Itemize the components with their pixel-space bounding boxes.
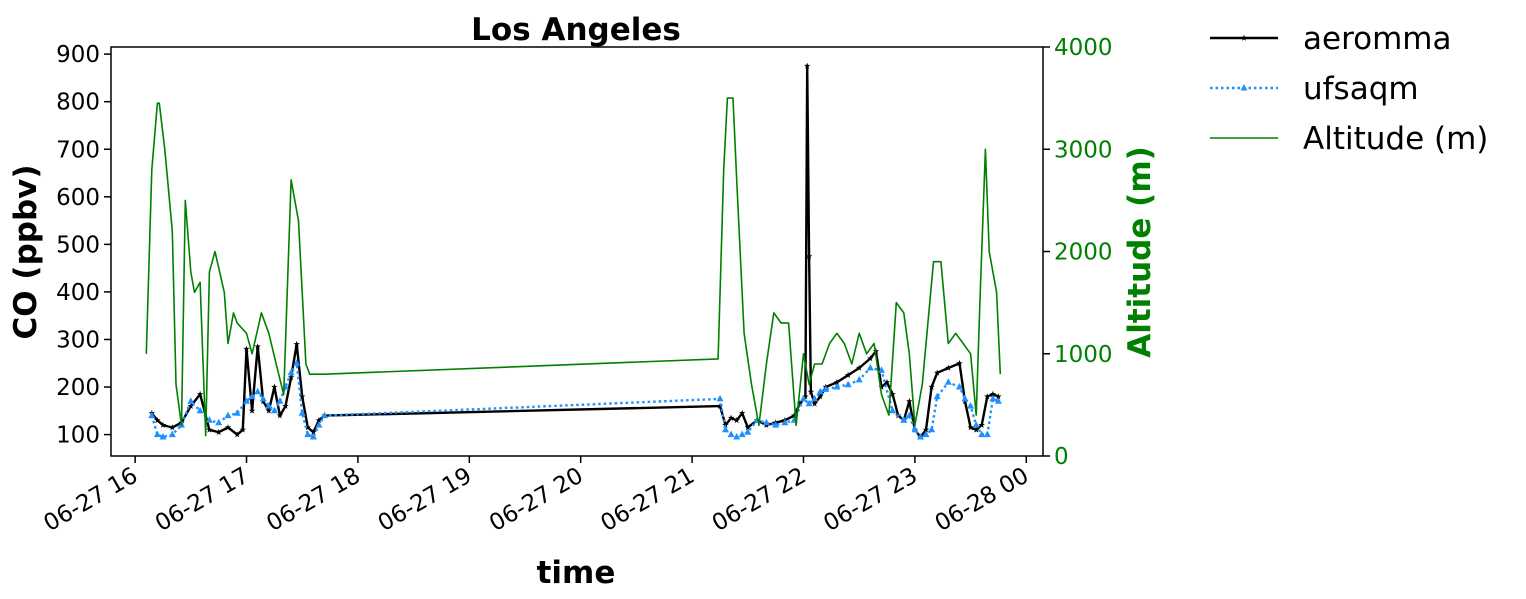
y-tick-label: 200 xyxy=(56,375,100,401)
data-point-1 xyxy=(233,409,241,416)
data-point-1 xyxy=(733,433,741,440)
x-tick-label: 06-27 20 xyxy=(485,463,588,537)
series-line-2 xyxy=(145,97,1002,437)
x-tick-label: 06-27 23 xyxy=(819,463,922,537)
y-tick-label: 300 xyxy=(56,327,100,353)
legend: aeromma ufsaqm Altitude (m) xyxy=(1210,21,1488,157)
y2-tick-label: 4000 xyxy=(1054,35,1113,61)
data-point-1 xyxy=(933,392,941,400)
y-tick-label: 900 xyxy=(56,42,100,68)
data-point-1 xyxy=(254,387,262,395)
data-point-1 xyxy=(304,430,312,438)
y-tick-label: 600 xyxy=(56,185,100,211)
legend-label-1: ufsaqm xyxy=(1303,71,1419,107)
y-tick-label: 800 xyxy=(56,90,100,116)
legend-label-0: aeromma xyxy=(1303,21,1452,57)
x-tick-label: 06-27 22 xyxy=(708,463,811,537)
y2-tick-label: 3000 xyxy=(1054,137,1113,163)
data-point-1 xyxy=(716,394,724,402)
data-point-0 xyxy=(248,407,256,414)
data-point-1 xyxy=(855,375,863,383)
data-point-1 xyxy=(187,397,195,404)
x-tick-label: 06-27 21 xyxy=(597,463,700,537)
x-tick-label: 06-27 16 xyxy=(40,463,143,537)
y-axis-title: CO (ppbv) xyxy=(8,164,44,339)
data-point-1 xyxy=(972,421,980,428)
data-point-1 xyxy=(844,380,852,388)
data-point-1 xyxy=(944,378,952,385)
data-point-1 xyxy=(224,411,232,419)
data-point-1 xyxy=(738,430,746,438)
y-tick-label: 500 xyxy=(56,232,100,258)
series-line-0 xyxy=(150,64,999,439)
y-tick-label: 100 xyxy=(56,423,100,449)
x-tick-label: 06-27 18 xyxy=(262,463,365,537)
legend-marker-1 xyxy=(1240,84,1248,91)
y2-tick-label: 2000 xyxy=(1054,240,1113,266)
x-axis-title: time xyxy=(537,555,616,591)
x-tick-label: 06-28 00 xyxy=(931,463,1034,537)
data-point-1 xyxy=(866,364,874,371)
data-point-1 xyxy=(727,430,735,438)
data-point-1 xyxy=(928,425,936,433)
x-tick-label: 06-27 19 xyxy=(374,463,477,537)
x-tick-label: 06-27 17 xyxy=(151,463,254,537)
data-point-1 xyxy=(722,425,729,433)
data-point-1 xyxy=(983,430,991,438)
chart-title: Los Angeles xyxy=(471,12,681,48)
y2-axis-title: Altitude (m) xyxy=(1122,146,1158,358)
y2-tick-label: 1000 xyxy=(1054,342,1113,368)
y2-tick-label: 0 xyxy=(1054,444,1069,470)
legend-label-2: Altitude (m) xyxy=(1303,121,1488,157)
data-point-1 xyxy=(967,402,975,409)
y-tick-label: 700 xyxy=(56,137,100,163)
data-point-1 xyxy=(762,418,770,426)
data-point-1 xyxy=(153,430,161,438)
data-point-1 xyxy=(215,418,223,426)
y-tick-label: 400 xyxy=(56,280,100,306)
